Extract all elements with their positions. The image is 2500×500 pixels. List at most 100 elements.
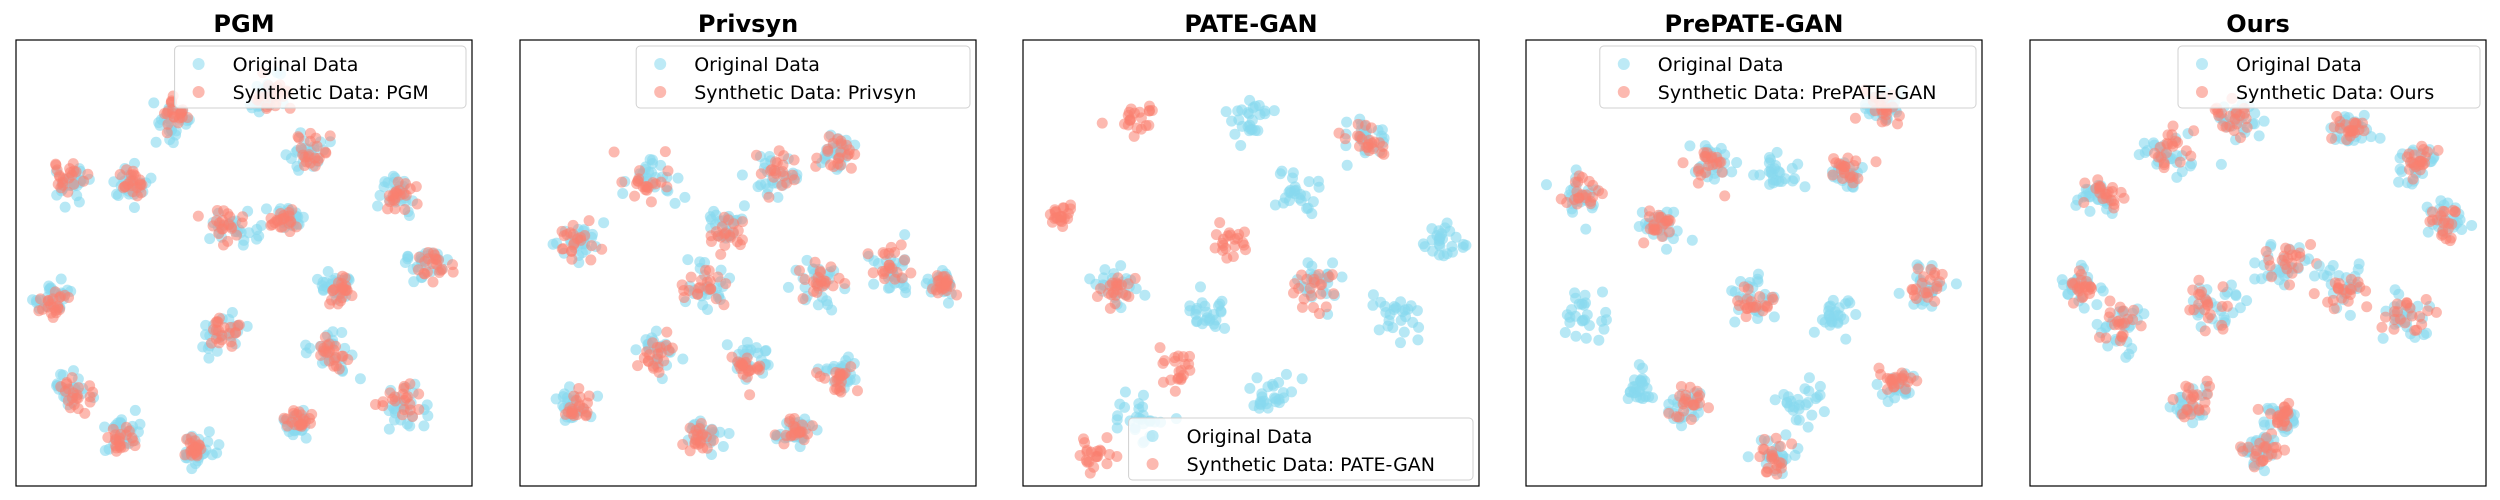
point-synthetic	[2103, 311, 2115, 323]
point-original	[300, 339, 312, 351]
point-synthetic	[84, 380, 96, 392]
point-synthetic	[750, 149, 762, 161]
point-synthetic	[835, 146, 847, 158]
point-original	[211, 447, 223, 459]
point-synthetic	[213, 325, 225, 337]
point-original	[1889, 392, 1901, 404]
point-original	[59, 201, 71, 213]
point-original	[812, 299, 824, 311]
point-original	[1251, 372, 1263, 384]
point-original	[1341, 116, 1353, 128]
point-original	[1216, 295, 1228, 307]
scatter-points	[2056, 92, 2478, 477]
point-synthetic	[2115, 186, 2127, 198]
point-synthetic	[64, 402, 76, 414]
point-original	[1226, 115, 1238, 127]
point-synthetic	[926, 283, 938, 295]
point-synthetic	[1119, 118, 1131, 130]
point-original	[1232, 105, 1244, 117]
point-synthetic	[583, 215, 595, 227]
point-synthetic	[777, 159, 789, 171]
point-original	[73, 196, 85, 208]
point-synthetic	[885, 241, 897, 253]
point-synthetic	[2380, 311, 2392, 323]
point-synthetic	[2193, 403, 2205, 415]
point-original	[1567, 206, 1579, 218]
point-original	[1742, 451, 1754, 463]
point-original	[1823, 310, 1835, 322]
point-original	[1566, 304, 1578, 316]
point-synthetic	[1143, 119, 1155, 131]
legend-entry-original: Original Data	[233, 54, 359, 76]
point-original	[1395, 296, 1407, 308]
point-original	[826, 304, 838, 316]
point-original	[2241, 295, 2253, 307]
point-original	[1433, 249, 1445, 261]
point-synthetic	[811, 152, 823, 164]
point-synthetic	[421, 266, 433, 278]
point-original	[1569, 287, 1581, 299]
point-synthetic	[429, 249, 441, 261]
point-original	[738, 200, 750, 212]
point-original	[1950, 278, 1962, 290]
point-synthetic	[1663, 226, 1675, 238]
point-original	[1274, 168, 1286, 180]
point-original	[799, 281, 811, 293]
point-synthetic	[63, 291, 75, 303]
point-synthetic	[1701, 147, 1713, 159]
point-synthetic	[712, 271, 724, 283]
point-synthetic	[806, 420, 818, 432]
point-original	[1287, 172, 1299, 184]
point-synthetic	[877, 247, 889, 259]
legend-marker-synthetic	[1617, 86, 1630, 98]
point-synthetic	[734, 239, 746, 251]
point-synthetic	[727, 226, 739, 238]
point-synthetic	[566, 253, 578, 265]
chart-title: PrePATE-GAN	[1665, 10, 1844, 38]
point-original	[1580, 332, 1592, 344]
point-synthetic	[2217, 120, 2229, 132]
point-synthetic	[265, 212, 277, 224]
point-original	[1258, 395, 1270, 407]
point-original	[2249, 273, 2261, 285]
point-synthetic	[119, 181, 131, 193]
point-synthetic	[1593, 185, 1605, 197]
point-synthetic	[707, 434, 719, 446]
point-original	[1268, 392, 1280, 404]
point-synthetic	[1761, 466, 1773, 478]
point-synthetic	[2308, 288, 2320, 300]
point-original	[1301, 202, 1313, 214]
point-synthetic	[586, 240, 598, 252]
point-original	[374, 189, 386, 201]
point-synthetic	[211, 205, 223, 217]
point-synthetic	[339, 272, 351, 284]
point-synthetic	[583, 390, 595, 402]
point-synthetic	[788, 174, 800, 186]
point-synthetic	[315, 340, 327, 352]
point-original	[1194, 281, 1206, 293]
point-synthetic	[1091, 291, 1103, 303]
point-synthetic	[2430, 306, 2442, 318]
chart-title: Privsyn	[698, 10, 798, 38]
point-synthetic	[2422, 305, 2434, 317]
point-synthetic	[744, 389, 756, 401]
legend-box	[635, 45, 971, 109]
point-original	[1748, 169, 1760, 181]
point-synthetic	[193, 439, 205, 451]
point-original	[1800, 399, 1812, 411]
point-synthetic	[1671, 411, 1683, 423]
point-synthetic	[1585, 195, 1597, 207]
point-original	[2352, 263, 2364, 275]
point-original	[592, 390, 604, 402]
point-synthetic	[2193, 274, 2205, 286]
point-synthetic	[2241, 121, 2253, 133]
point-synthetic	[1643, 205, 1655, 217]
point-original	[2344, 309, 2356, 321]
point-synthetic	[1638, 237, 1650, 249]
legend: Original Data Synthetic Data: Privsyn	[635, 45, 971, 109]
point-synthetic	[2094, 183, 2106, 195]
point-original	[1803, 385, 1815, 397]
point-synthetic	[2272, 411, 2284, 423]
point-synthetic	[2082, 284, 2094, 296]
point-original	[1269, 199, 1281, 211]
